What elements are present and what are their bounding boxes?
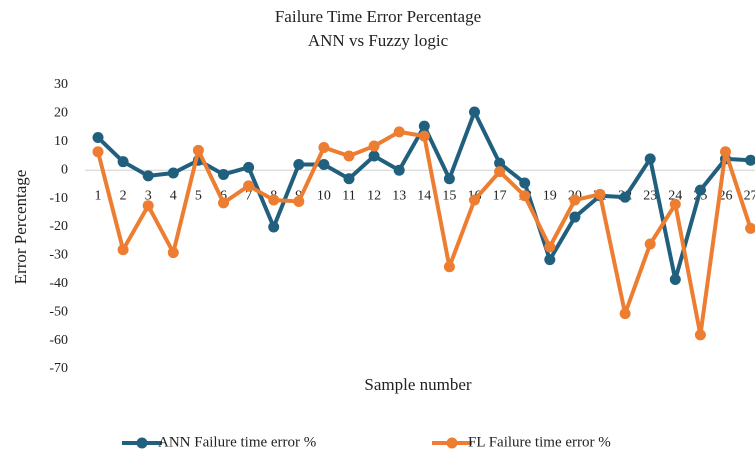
data-point bbox=[393, 164, 405, 176]
x-tick-label: 24 bbox=[668, 188, 682, 203]
x-tick-label: 14 bbox=[417, 188, 431, 203]
data-point bbox=[619, 191, 631, 203]
y-tick-label: -60 bbox=[49, 333, 68, 348]
data-point bbox=[368, 150, 380, 162]
y-tick-label: -20 bbox=[49, 219, 68, 234]
data-point bbox=[469, 194, 480, 206]
legend-marker bbox=[136, 437, 148, 449]
x-tick-label: 10 bbox=[317, 188, 331, 203]
x-tick-label: 2 bbox=[120, 188, 127, 203]
x-tick-label: 7 bbox=[245, 188, 252, 203]
data-point bbox=[494, 157, 506, 169]
data-point bbox=[519, 190, 531, 202]
data-point bbox=[293, 159, 305, 171]
x-tick-label: 9 bbox=[295, 188, 302, 203]
data-point bbox=[117, 156, 129, 168]
data-point bbox=[92, 132, 104, 144]
data-point bbox=[293, 195, 305, 207]
data-point bbox=[644, 238, 656, 250]
data-point bbox=[519, 177, 531, 189]
x-tick-label: 27 bbox=[744, 188, 755, 203]
y-tick-label: 10 bbox=[54, 134, 68, 149]
data-point bbox=[243, 180, 255, 192]
x-tick-label: 5 bbox=[195, 188, 202, 203]
data-point bbox=[368, 140, 380, 152]
x-tick-label: 1 bbox=[95, 188, 102, 203]
chart-title: Failure Time Error Percentage bbox=[275, 7, 481, 26]
data-point bbox=[544, 254, 556, 266]
y-tick-label: -30 bbox=[49, 248, 68, 263]
data-point bbox=[142, 170, 154, 182]
data-point bbox=[644, 153, 656, 165]
y-tick-label: 0 bbox=[61, 162, 68, 177]
data-point bbox=[745, 222, 755, 234]
x-axis-label: Sample number bbox=[364, 375, 472, 394]
data-point bbox=[469, 106, 480, 118]
data-point bbox=[243, 161, 255, 173]
data-point bbox=[117, 244, 129, 256]
data-point bbox=[218, 168, 229, 180]
data-point bbox=[142, 200, 154, 212]
data-point bbox=[745, 154, 755, 166]
data-point bbox=[343, 173, 355, 185]
data-point bbox=[720, 146, 731, 158]
legend-marker bbox=[446, 437, 458, 449]
x-tick-label: 3 bbox=[145, 188, 152, 203]
x-tick-label: 6 bbox=[220, 188, 227, 203]
data-point bbox=[443, 173, 455, 185]
data-point bbox=[694, 184, 706, 196]
data-point bbox=[343, 150, 355, 162]
data-point bbox=[268, 194, 280, 206]
data-point bbox=[318, 159, 330, 171]
data-point bbox=[92, 146, 104, 158]
data-point bbox=[669, 198, 681, 210]
data-point bbox=[594, 188, 606, 200]
data-point bbox=[494, 166, 506, 178]
data-point bbox=[393, 126, 405, 138]
chart-subtitle: ANN vs Fuzzy logic bbox=[308, 31, 449, 50]
data-point bbox=[167, 167, 179, 179]
x-tick-label: 11 bbox=[342, 188, 355, 203]
legend-label: ANN Failure time error % bbox=[158, 434, 316, 450]
legend-label: FL Failure time error % bbox=[468, 434, 611, 450]
data-point bbox=[268, 221, 280, 233]
y-axis-label: Error Percentage bbox=[11, 170, 30, 285]
y-tick-label: -70 bbox=[49, 361, 68, 376]
data-point bbox=[694, 329, 706, 341]
x-tick-label: 17 bbox=[493, 188, 507, 203]
data-point bbox=[619, 308, 631, 320]
data-point bbox=[167, 247, 179, 259]
y-tick-label: 20 bbox=[54, 106, 68, 121]
x-tick-label: 26 bbox=[719, 188, 733, 203]
data-point bbox=[418, 120, 430, 132]
x-tick-label: 19 bbox=[543, 188, 557, 203]
data-point bbox=[569, 211, 581, 223]
x-tick-label: 23 bbox=[643, 188, 657, 203]
x-tick-label: 4 bbox=[170, 188, 177, 203]
data-point bbox=[218, 197, 229, 209]
y-tick-label: 30 bbox=[54, 77, 68, 92]
x-tick-label: 13 bbox=[392, 188, 406, 203]
data-point bbox=[544, 241, 556, 253]
y-tick-label: -40 bbox=[49, 276, 68, 291]
data-point bbox=[418, 130, 430, 142]
data-point bbox=[192, 144, 204, 156]
y-tick-label: -10 bbox=[49, 191, 68, 206]
y-tick-label: -50 bbox=[49, 304, 68, 319]
data-point bbox=[669, 274, 681, 286]
data-point bbox=[443, 261, 455, 273]
x-tick-label: 12 bbox=[367, 188, 381, 203]
data-point bbox=[569, 194, 581, 206]
x-tick-label: 15 bbox=[442, 188, 456, 203]
data-point bbox=[318, 141, 330, 153]
